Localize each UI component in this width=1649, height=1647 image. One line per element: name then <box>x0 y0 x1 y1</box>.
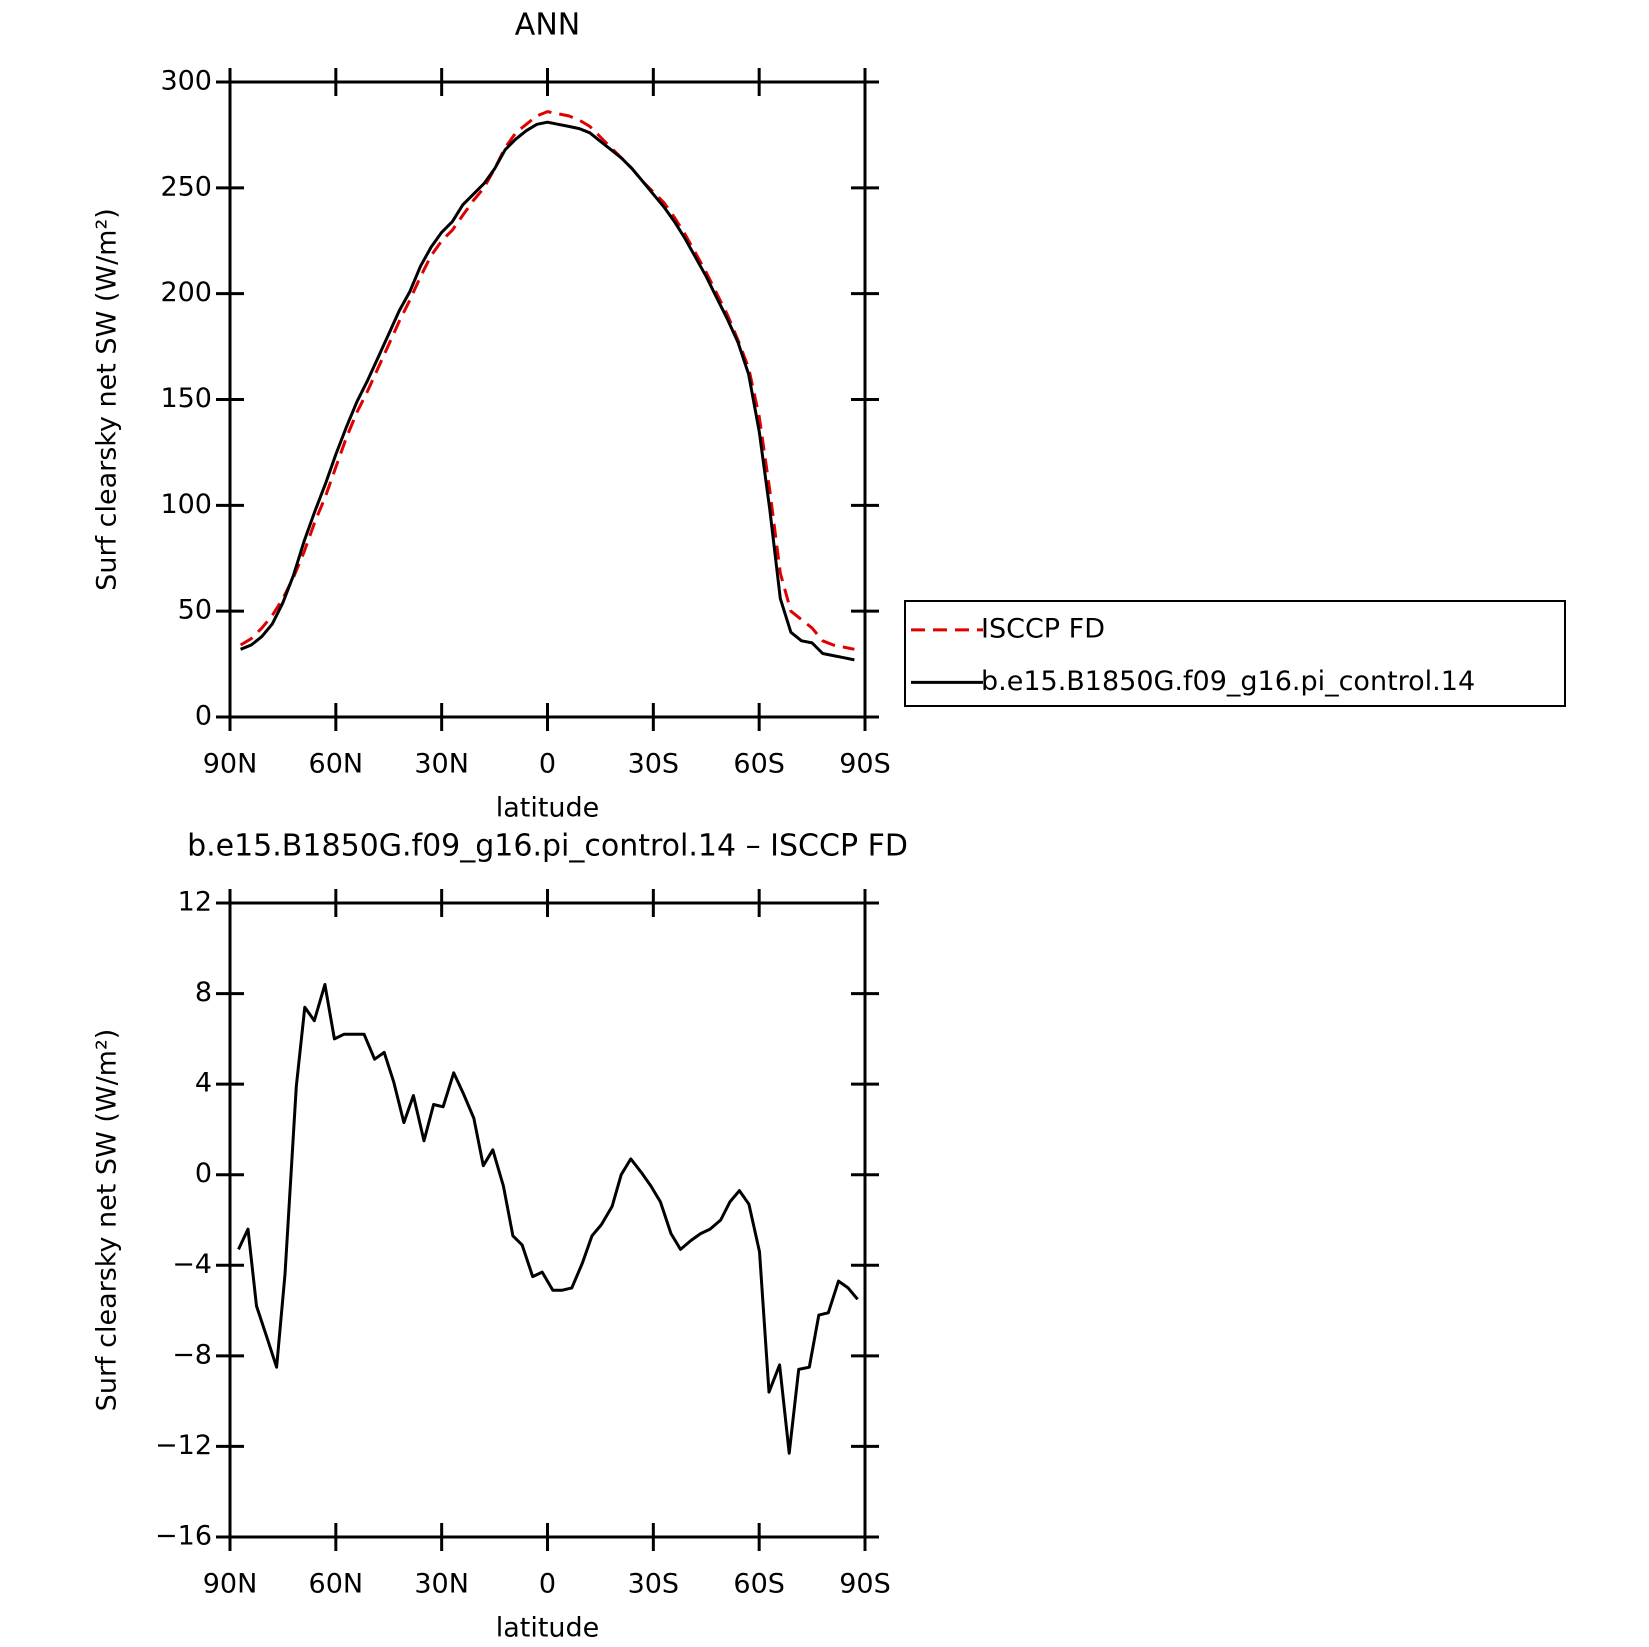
y-tick-label: −8 <box>172 1339 212 1370</box>
x-tick-label: 30S <box>628 749 680 780</box>
plot-frame <box>228 901 867 1539</box>
y-tick-label: 50 <box>178 595 212 626</box>
x-tick-label: 60N <box>309 1569 364 1600</box>
x-tick-label: 30S <box>628 1569 680 1600</box>
x-tick-label: 30N <box>414 1569 469 1600</box>
data-line <box>237 983 859 1455</box>
y-tick-label: −4 <box>172 1249 212 1280</box>
x-tick-label: 60S <box>733 1569 785 1600</box>
chart-title: ANN <box>515 8 580 43</box>
x-tick-label: 60N <box>309 749 364 780</box>
y-tick-label: 250 <box>160 171 212 202</box>
y-tick-label: 0 <box>195 1158 212 1189</box>
y-tick-label: 12 <box>178 887 212 918</box>
x-tick-label: 90S <box>839 1569 891 1600</box>
x-axis-label: latitude <box>496 1613 600 1644</box>
data-line <box>239 110 855 651</box>
legend-box <box>904 600 1566 707</box>
x-tick-label: 0 <box>539 749 556 780</box>
y-tick-label: 300 <box>160 66 212 97</box>
x-tick-label: 0 <box>539 1569 556 1600</box>
y-tick-label: 8 <box>195 977 212 1008</box>
y-axis-label: Surf clearsky net SW (W/m²) <box>92 208 123 591</box>
y-tick-label: −12 <box>155 1430 212 1461</box>
data-line <box>240 120 855 662</box>
y-tick-label: 150 <box>160 383 212 414</box>
y-tick-label: 4 <box>195 1068 212 1099</box>
x-tick-label: 90N <box>203 1569 258 1600</box>
legend-label: b.e15.B1850G.f09_g16.pi_control.14 <box>981 666 1475 697</box>
x-tick-label: 90N <box>203 749 258 780</box>
y-axis-label: Surf clearsky net SW (W/m²) <box>92 1029 123 1412</box>
y-tick-label: 0 <box>195 701 212 732</box>
x-tick-label: 30N <box>414 749 469 780</box>
chart-title: b.e15.B1850G.f09_g16.pi_control.14 – ISC… <box>187 829 908 864</box>
x-tick-label: 90S <box>839 749 891 780</box>
y-tick-label: 100 <box>160 489 212 520</box>
legend-label: ISCCP FD <box>981 613 1105 644</box>
x-axis-label: latitude <box>496 793 600 824</box>
y-tick-label: −16 <box>155 1521 212 1552</box>
plot-frame <box>228 80 867 719</box>
y-tick-label: 200 <box>160 277 212 308</box>
x-tick-label: 60S <box>733 749 785 780</box>
